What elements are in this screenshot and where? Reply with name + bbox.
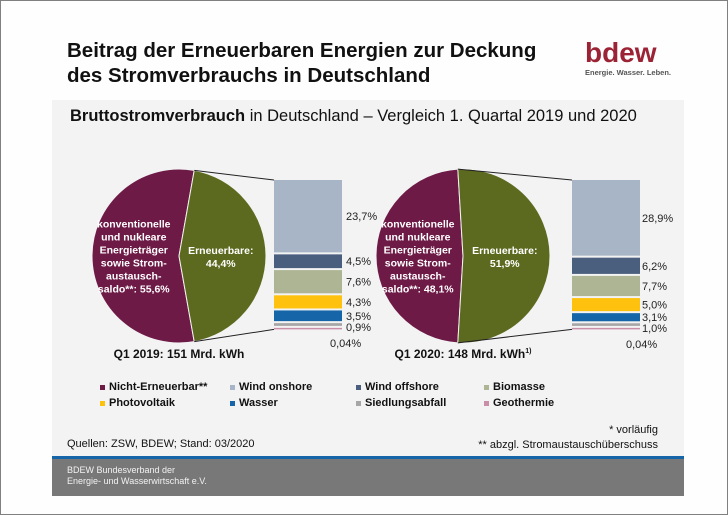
slice-label-erneuerbare: Erneuerbare: [188, 245, 253, 257]
bar-segment-photovoltaik [274, 295, 342, 309]
legend-label: Wind onshore [239, 381, 313, 393]
segment-label: 7,7% [642, 281, 667, 293]
legend-item: Biomasse [484, 381, 614, 393]
logo-tagline: Energie. Wasser. Leben. [585, 68, 672, 77]
legend-item: Photovoltaik [100, 397, 230, 409]
segment-label: 3,1% [642, 312, 667, 324]
legend-swatch [230, 384, 235, 390]
connector-line-top [194, 169, 275, 181]
legend-item: Wasser [230, 397, 356, 409]
chart-subtitle: Bruttostromverbrauch in Deutschland – Ve… [70, 107, 637, 126]
slice-label-nicht-erneuerbar: Energieträger [384, 245, 452, 257]
bar-segment-biomasse [274, 270, 342, 294]
segment-label: 0,04% [626, 339, 657, 351]
slice-label-nicht-erneuerbar: saldo**: 55,6% [98, 284, 170, 296]
segment-label: 0,9% [346, 322, 371, 334]
slice-label-nicht-erneuerbar: und nukleare [101, 232, 167, 244]
legend-item: Nicht-Erneuerbar** [100, 381, 230, 393]
legend-label: Photovoltaik [109, 397, 176, 409]
connector-line-bottom [457, 328, 573, 344]
segment-label: 1,0% [642, 323, 667, 335]
bar-segment-biomasse [572, 275, 640, 297]
pie-slice-nicht-erneuerbar [91, 168, 195, 344]
bar-segment-wind-offshore [274, 254, 342, 269]
bar-segment-siedlungsabfall [572, 323, 640, 326]
bar-segment-wasser [572, 313, 640, 322]
bar-segment-photovoltaik [572, 298, 640, 312]
legend-item: Siedlungsabfall [356, 397, 484, 409]
legend-label: Wasser [239, 397, 278, 409]
legend-swatch [100, 384, 105, 390]
footer-text: BDEW Bundesverband der Energie- und Wass… [67, 465, 207, 487]
slice-label-nicht-erneuerbar: sowie Strom- [385, 258, 451, 270]
bar-segment-wind-offshore [572, 257, 640, 274]
legend-swatch [356, 384, 361, 390]
legend-swatch [230, 400, 235, 406]
segment-label: 4,3% [346, 297, 371, 309]
slice-label-nicht-erneuerbar: austausch- [390, 271, 446, 283]
bar-segment-geothermie [274, 327, 342, 330]
segment-label: 7,6% [346, 277, 371, 289]
footer-line-1: BDEW Bundesverband der [67, 465, 176, 475]
bar-segment-siedlungsabfall [274, 323, 342, 326]
legend-swatch [356, 400, 361, 406]
footnote-exchange: ** abzgl. Stromaustauschüberschuss [478, 439, 658, 451]
slice-label-nicht-erneuerbar: austausch- [106, 271, 162, 283]
footnotes: * vorläufig ** abzgl. Stromaustauschüber… [478, 423, 658, 453]
connector-line-top [457, 168, 573, 181]
legend-label: Biomasse [493, 381, 545, 393]
footer-line-2: Energie- und Wasserwirtschaft e.V. [67, 476, 207, 486]
legend-swatch [484, 400, 489, 406]
bar-segment-wind-onshore [572, 180, 640, 256]
pie-title: Q1 2019: 151 Mrd. kWh [114, 347, 245, 361]
legend-swatch [484, 384, 489, 390]
legend-item: Wind offshore [356, 381, 484, 393]
subtitle-bold: Bruttostromverbrauch [70, 107, 246, 125]
title-line-1: Beitrag der Erneuerbaren Energien zur De… [67, 39, 537, 62]
pie-title-footnote: 1) [525, 348, 531, 355]
slice-label-nicht-erneuerbar: und nukleare [385, 232, 451, 244]
pie-slice-erneuerbare [457, 168, 551, 344]
slice-label-nicht-erneuerbar: konventionelle [381, 219, 455, 231]
legend-label: Wind offshore [365, 381, 439, 393]
legend-item: Wind onshore [230, 381, 356, 393]
legend-label: Geothermie [493, 397, 555, 409]
slice-label-erneuerbare: 51,9% [490, 258, 520, 270]
slide-title: Beitrag der Erneuerbaren Energien zur De… [67, 38, 537, 88]
segment-label: 6,2% [642, 261, 667, 273]
segment-label: 3,5% [346, 311, 371, 323]
bdew-logo: bdew Energie. Wasser. Leben. [585, 37, 675, 78]
bar-segment-wind-onshore [274, 180, 342, 253]
slice-label-erneuerbare: Erneuerbare: [472, 245, 537, 257]
source-note: Quellen: ZSW, BDEW; Stand: 03/2020 [67, 438, 255, 450]
segment-label: 4,5% [346, 256, 371, 268]
segment-label: 0,04% [330, 338, 361, 350]
footnote-preliminary: * vorläufig [609, 424, 658, 436]
logo-word: bdew [585, 37, 657, 68]
slice-label-nicht-erneuerbar: konventionelle [97, 219, 171, 231]
segment-label: 28,9% [642, 213, 673, 225]
bar-segment-geothermie [572, 327, 640, 330]
slice-label-nicht-erneuerbar: saldo**: 48,1% [382, 284, 454, 296]
segment-label: 23,7% [346, 211, 377, 223]
footer-bar: BDEW Bundesverband der Energie- und Wass… [52, 456, 684, 496]
legend: Nicht-Erneuerbar** Wind onshore Wind offsh… [100, 381, 620, 409]
legend-item: Geothermie [484, 397, 614, 409]
subtitle-rest: in Deutschland – Vergleich 1. Quartal 20… [245, 107, 637, 125]
legend-label: Siedlungsabfall [365, 397, 447, 409]
bar-segment-wasser [274, 310, 342, 322]
slice-label-nicht-erneuerbar: sowie Strom- [101, 258, 167, 270]
title-line-2: des Stromverbrauchs in Deutschland [67, 64, 431, 87]
connector-line-bottom [194, 328, 275, 343]
slice-label-erneuerbare: 44,4% [206, 258, 236, 270]
slice-label-nicht-erneuerbar: Energieträger [100, 245, 168, 257]
pie-title: Q1 2020: 148 Mrd. kWh1) [395, 347, 532, 361]
legend-label: Nicht-Erneuerbar** [109, 381, 208, 393]
pie-slice-nicht-erneuerbar [375, 168, 464, 344]
legend-swatch [100, 400, 105, 406]
pie-slice-erneuerbare [178, 169, 267, 343]
segment-label: 5,0% [642, 300, 667, 312]
